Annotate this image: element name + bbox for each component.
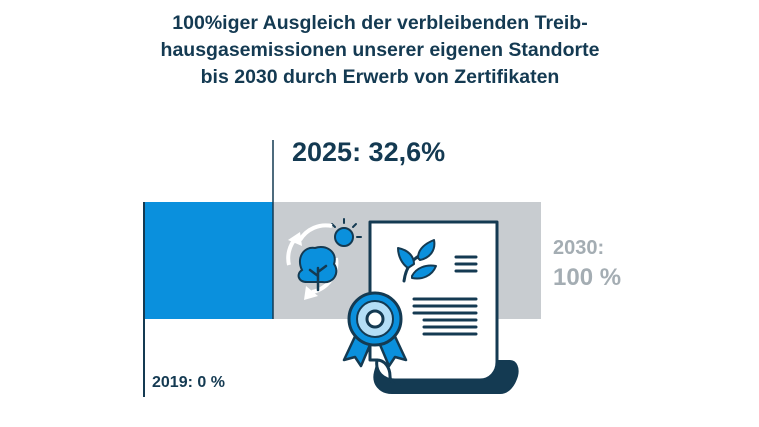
- certificate-icon: [368, 220, 519, 394]
- title-line-3: bis 2030 durch Erwerb von Zertifikaten: [200, 66, 560, 88]
- award-rosette-icon: [342, 291, 408, 368]
- title-line-2: hausgasemissionen unserer eigenen Stando…: [160, 39, 600, 61]
- target-value-label: 2030: 100 %: [553, 233, 621, 293]
- target-percent: 100 %: [553, 264, 622, 291]
- start-value-label: 2019: 0 %: [152, 374, 225, 391]
- progress-fill-bar: [144, 202, 273, 319]
- current-value-label: 2025: 32,6%: [292, 137, 446, 167]
- recycle-sun-tree-icon: [286, 218, 362, 300]
- target-year: 2030:: [553, 237, 605, 259]
- leaf-icon: [397, 239, 437, 283]
- title-line-1: 100%iger Ausgleich der verbleibenden Tre…: [172, 12, 588, 34]
- page-title: 100%iger Ausgleich der verbleibenden Tre…: [40, 10, 720, 91]
